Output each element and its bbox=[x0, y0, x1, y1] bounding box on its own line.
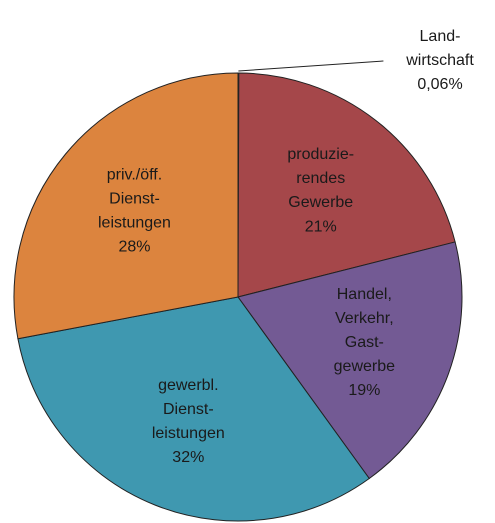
leader-line bbox=[238, 60, 384, 72]
pie-slice bbox=[17, 296, 370, 522]
value-label: 28% bbox=[118, 238, 150, 255]
slice-label: Handel, Verkehr, Gast-gewerbe bbox=[334, 286, 395, 375]
slice-label: Land-wirtschaft bbox=[405, 28, 474, 69]
pie-slice bbox=[13, 72, 239, 340]
value-label: 32% bbox=[172, 449, 204, 466]
value-label: 0,06% bbox=[417, 76, 462, 93]
value-label: 19% bbox=[348, 382, 380, 399]
pie-slice bbox=[237, 241, 463, 480]
value-label: 21% bbox=[305, 218, 337, 235]
pie-slice bbox=[237, 72, 456, 298]
slice-label: priv./öff. Dienst-leistungen bbox=[98, 166, 171, 231]
slice-label: produzie-rendes Gewerbe bbox=[287, 146, 354, 211]
slice-label: gewerbl. Dienst-leistungen bbox=[152, 377, 225, 442]
